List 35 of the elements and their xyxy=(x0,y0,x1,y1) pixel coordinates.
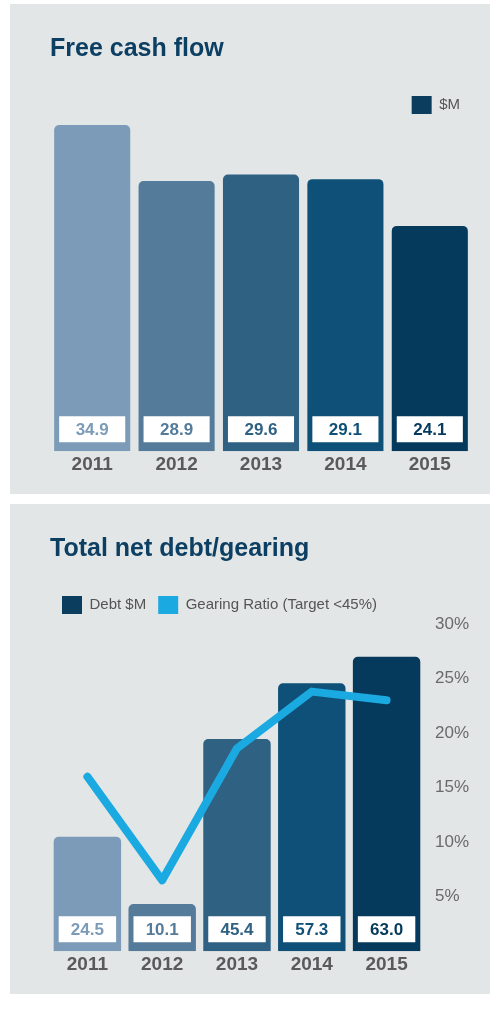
x-tick-label: 2013 xyxy=(239,452,283,474)
y2-tick-label: 20% xyxy=(434,722,470,742)
data-label: 24.1 xyxy=(413,419,447,439)
x-tick-label: 2011 xyxy=(66,952,109,974)
y2-tick-label: 15% xyxy=(434,777,470,797)
data-label: 29.6 xyxy=(244,419,278,439)
bar xyxy=(352,656,421,952)
x-tick-label: 2015 xyxy=(365,952,409,974)
chart-title: Free cash flow xyxy=(50,32,225,61)
x-tick-label: 2015 xyxy=(408,452,452,474)
x-tick-label: 2012 xyxy=(141,952,184,974)
data-label: 24.5 xyxy=(70,919,104,939)
legend-label: Debt $M xyxy=(89,595,147,613)
x-tick-label: 2012 xyxy=(155,452,198,474)
y2-tick-label: 5% xyxy=(434,886,460,906)
data-label: 45.4 xyxy=(220,919,255,939)
x-tick-label: 2014 xyxy=(324,452,367,474)
y2-tick-label: 30% xyxy=(434,613,470,633)
x-tick-label: 2013 xyxy=(215,952,259,974)
bar xyxy=(222,174,300,452)
y2-tick-label: 10% xyxy=(434,831,470,851)
data-label: 34.9 xyxy=(75,419,109,439)
data-label: 57.3 xyxy=(295,919,329,939)
bar xyxy=(307,179,384,452)
data-label: 63.0 xyxy=(370,919,404,939)
x-tick-label: 2014 xyxy=(290,952,334,974)
data-label: 29.1 xyxy=(328,419,362,439)
legend-label: $M xyxy=(439,95,461,113)
x-tick-label: 2011 xyxy=(71,452,114,474)
y2-tick-label: 25% xyxy=(434,668,470,688)
legend-label: Gearing Ratio (Target <45%) xyxy=(185,595,378,613)
bar xyxy=(54,124,131,452)
data-label: 10.1 xyxy=(145,919,179,939)
data-label: 28.9 xyxy=(160,419,194,439)
chart-title: Total net debt/gearing xyxy=(50,532,310,561)
